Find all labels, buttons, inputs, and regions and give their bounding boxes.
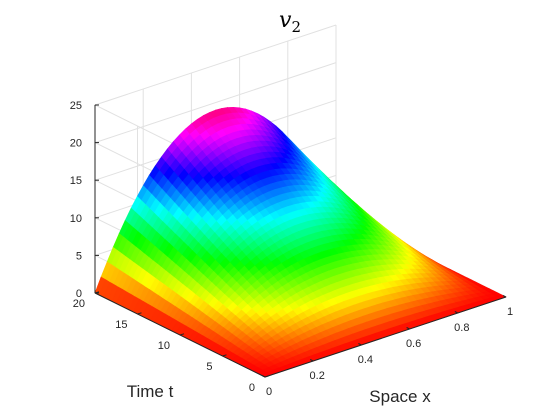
y-tick-mark bbox=[179, 333, 185, 336]
x-tick-label: 0 bbox=[266, 386, 272, 398]
surface bbox=[94, 106, 507, 378]
x-tick-label: 0.2 bbox=[310, 370, 325, 382]
x-axis-line bbox=[264, 296, 507, 378]
x-tick-mark bbox=[502, 295, 507, 298]
title-base: v bbox=[279, 8, 292, 33]
x-tick-mark bbox=[454, 311, 459, 314]
z-tick-label: 15 bbox=[70, 175, 82, 187]
chart-title: v2 bbox=[279, 8, 301, 36]
x-tick-label: 0.4 bbox=[358, 354, 373, 366]
y-tick-label: 20 bbox=[73, 298, 85, 310]
title-subscript: 2 bbox=[291, 18, 301, 36]
x-tick-mark bbox=[261, 375, 266, 378]
z-tick-label: 5 bbox=[76, 250, 82, 262]
y-tick-label: 0 bbox=[249, 382, 255, 394]
x-tick-label: 0.6 bbox=[406, 338, 421, 350]
x-tick-mark bbox=[406, 327, 410, 330]
z-tick-label: 20 bbox=[70, 138, 82, 150]
z-tick-label: 25 bbox=[70, 100, 82, 112]
x-tick-label: 1 bbox=[507, 306, 513, 318]
y-tick-mark bbox=[264, 375, 270, 378]
y-tick-label: 5 bbox=[206, 361, 212, 373]
y-tick-label: 15 bbox=[115, 319, 127, 331]
y-tick-mark bbox=[222, 354, 227, 357]
z-tick-label: 10 bbox=[70, 213, 82, 225]
x-tick-mark bbox=[358, 343, 362, 346]
x-tick-mark bbox=[309, 359, 314, 362]
y-axis-label: Time t bbox=[127, 382, 174, 401]
y-tick-mark bbox=[137, 312, 142, 315]
y-tick-label: 10 bbox=[158, 340, 170, 352]
x-tick-label: 0.8 bbox=[454, 322, 469, 334]
x-axis-label: Space x bbox=[369, 387, 431, 406]
z-tick-label: 0 bbox=[76, 288, 82, 300]
